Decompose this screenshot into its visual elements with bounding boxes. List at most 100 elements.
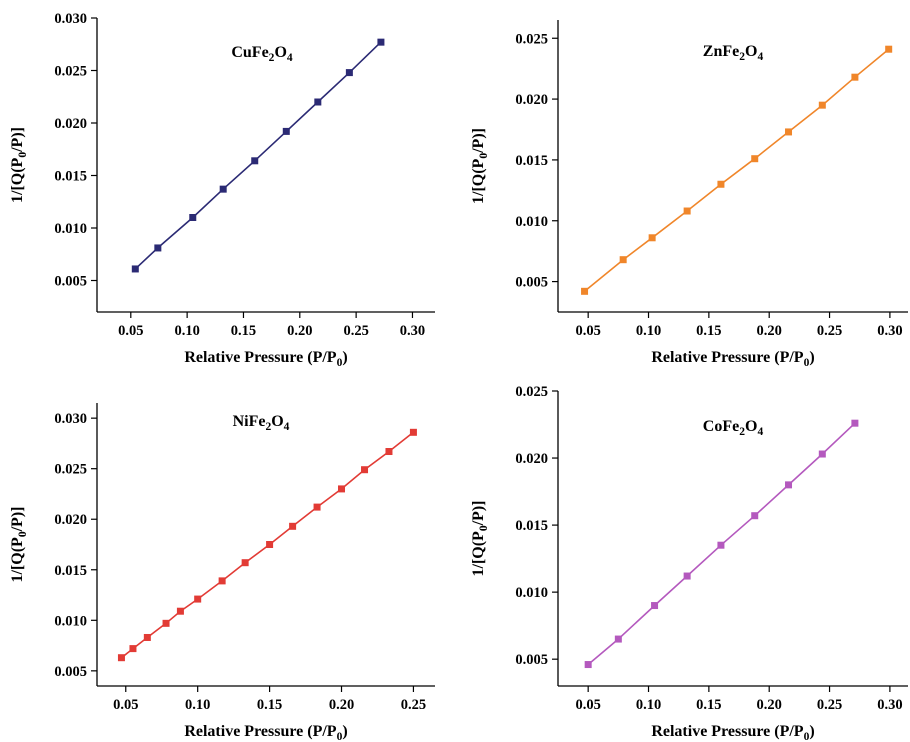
x-axis-title-part: Relative Pressure (P/P — [184, 349, 336, 366]
y-axis-title-part: /P)] — [470, 501, 487, 527]
data-point — [785, 481, 793, 489]
data-point — [648, 234, 656, 242]
data-point — [282, 127, 290, 135]
chart-title-part: O — [745, 43, 757, 60]
data-point — [385, 448, 393, 456]
x-tick-label: 0.10 — [636, 323, 661, 339]
data-point — [683, 572, 691, 580]
data-point — [785, 128, 793, 136]
y-tick-label: 0.030 — [54, 11, 87, 27]
chart-title-part: CoFe — [703, 418, 739, 435]
data-point — [619, 256, 627, 264]
y-axis-title-subscript: 0 — [478, 153, 490, 159]
x-axis-title-subscript: 0 — [804, 357, 810, 369]
x-axis-title: Relative Pressure (P/P0) — [651, 349, 814, 369]
x-tick-label: 0.15 — [231, 323, 256, 339]
x-tick-label: 0.25 — [817, 323, 842, 339]
x-tick-label: 0.05 — [575, 323, 600, 339]
x-tick-label: 0.25 — [343, 323, 368, 339]
y-axis-title: 1/[Q(P0/P)] — [9, 127, 29, 203]
x-tick-label: 0.15 — [696, 697, 721, 713]
chart-title-subscript: 4 — [284, 421, 290, 433]
data-point — [289, 522, 297, 530]
data-point — [219, 185, 227, 193]
x-tick-label: 0.20 — [757, 697, 782, 713]
x-axis-title: Relative Pressure (P/P0) — [651, 723, 814, 742]
chart-title: CoFe2O4 — [703, 418, 764, 438]
x-tick-label: 0.10 — [636, 697, 661, 713]
data-point — [266, 541, 274, 548]
chart-panel-4: 0.05 0.10 0.15 0.20 0.25 0.30 0.005 0.010 0.015 0… — [470, 384, 908, 742]
chart-title: CuFe2O4 — [231, 44, 293, 64]
y-tick-label: 0.025 — [54, 64, 87, 80]
y-tick-label: 0.015 — [515, 153, 548, 169]
y-tick-label: 0.005 — [54, 274, 87, 290]
x-tick-label: 0.10 — [174, 323, 199, 339]
x-tick-label: 0.15 — [257, 697, 282, 713]
y-axis-title-part: 1/[Q(P — [9, 157, 26, 203]
y-tick-label: 0.010 — [515, 214, 548, 230]
data-point — [818, 101, 826, 109]
data-point — [851, 419, 859, 427]
y-axis-title-part: /P)] — [470, 128, 487, 154]
data-point — [143, 633, 151, 641]
y-tick-label: 0.005 — [515, 652, 548, 668]
data-point — [313, 503, 321, 511]
data-point — [377, 38, 385, 46]
chart-title-subscript: 4 — [757, 51, 763, 63]
y-tick-label: 0.025 — [515, 384, 548, 400]
y-tick-label: 0.025 — [515, 31, 548, 47]
x-axis-title: Relative Pressure (P/P0) — [184, 349, 347, 369]
x-axis-title-part: ) — [342, 349, 347, 366]
y-tick-label: 0.020 — [515, 451, 548, 467]
data-point — [584, 661, 592, 669]
y-tick-label: 0.010 — [54, 221, 87, 237]
y-tick-label: 0.010 — [515, 585, 548, 601]
data-point — [176, 607, 184, 615]
y-axis-title-part: 1/[Q(P — [470, 531, 487, 577]
data-point — [345, 69, 353, 77]
x-tick-label: 0.30 — [877, 323, 902, 339]
data-point — [361, 466, 369, 474]
x-tick-label: 0.20 — [287, 323, 312, 339]
data-point — [131, 265, 139, 273]
chart-panel-2: 0.05 0.10 0.15 0.20 0.25 0.30 0.005 0.010 0.015 0… — [470, 20, 908, 369]
data-point — [241, 559, 249, 567]
chart-panel-3: 0.05 0.10 0.15 0.20 0.25 0.005 0.010 0.015 0.020… — [9, 403, 435, 742]
y-axis-title-subscript: 0 — [17, 152, 29, 158]
y-tick-label: 0.010 — [54, 613, 87, 629]
y-tick-label: 0.020 — [54, 512, 87, 528]
y-tick-label: 0.020 — [54, 116, 87, 132]
data-point — [717, 180, 725, 188]
data-point — [851, 73, 859, 81]
data-point — [409, 428, 417, 436]
chart-title: NiFe2O4 — [233, 413, 290, 433]
chart-title-part: NiFe — [233, 413, 266, 430]
data-point — [189, 214, 197, 221]
y-axis-title-subscript: 0 — [17, 531, 29, 537]
series-line — [134, 41, 382, 270]
y-axis-title-part: 1/[Q(P — [9, 537, 26, 583]
chart-title-subscript: 2 — [269, 52, 275, 64]
chart-title-subscript: 4 — [287, 52, 293, 64]
x-axis-title-part: Relative Pressure (P/P — [651, 349, 803, 366]
x-axis-title-part: Relative Pressure (P/P — [184, 723, 336, 740]
x-tick-label: 0.20 — [757, 323, 782, 339]
chart-title-subscript: 2 — [739, 51, 745, 63]
x-tick-label: 0.05 — [113, 697, 138, 713]
data-point — [614, 635, 622, 643]
chart-title-part: O — [745, 418, 757, 435]
y-axis-title-part: /P)] — [9, 127, 26, 153]
data-point — [194, 595, 202, 603]
x-axis-title-part: Relative Pressure (P/P — [651, 723, 803, 740]
y-tick-label: 0.015 — [54, 169, 87, 185]
chart-title-part: O — [271, 413, 283, 430]
data-point — [129, 645, 137, 653]
data-point — [218, 577, 226, 585]
y-tick-label: 0.005 — [515, 275, 548, 291]
series-line — [584, 48, 890, 292]
data-point — [251, 157, 259, 165]
x-tick-label: 0.05 — [575, 697, 600, 713]
data-point — [683, 207, 691, 215]
